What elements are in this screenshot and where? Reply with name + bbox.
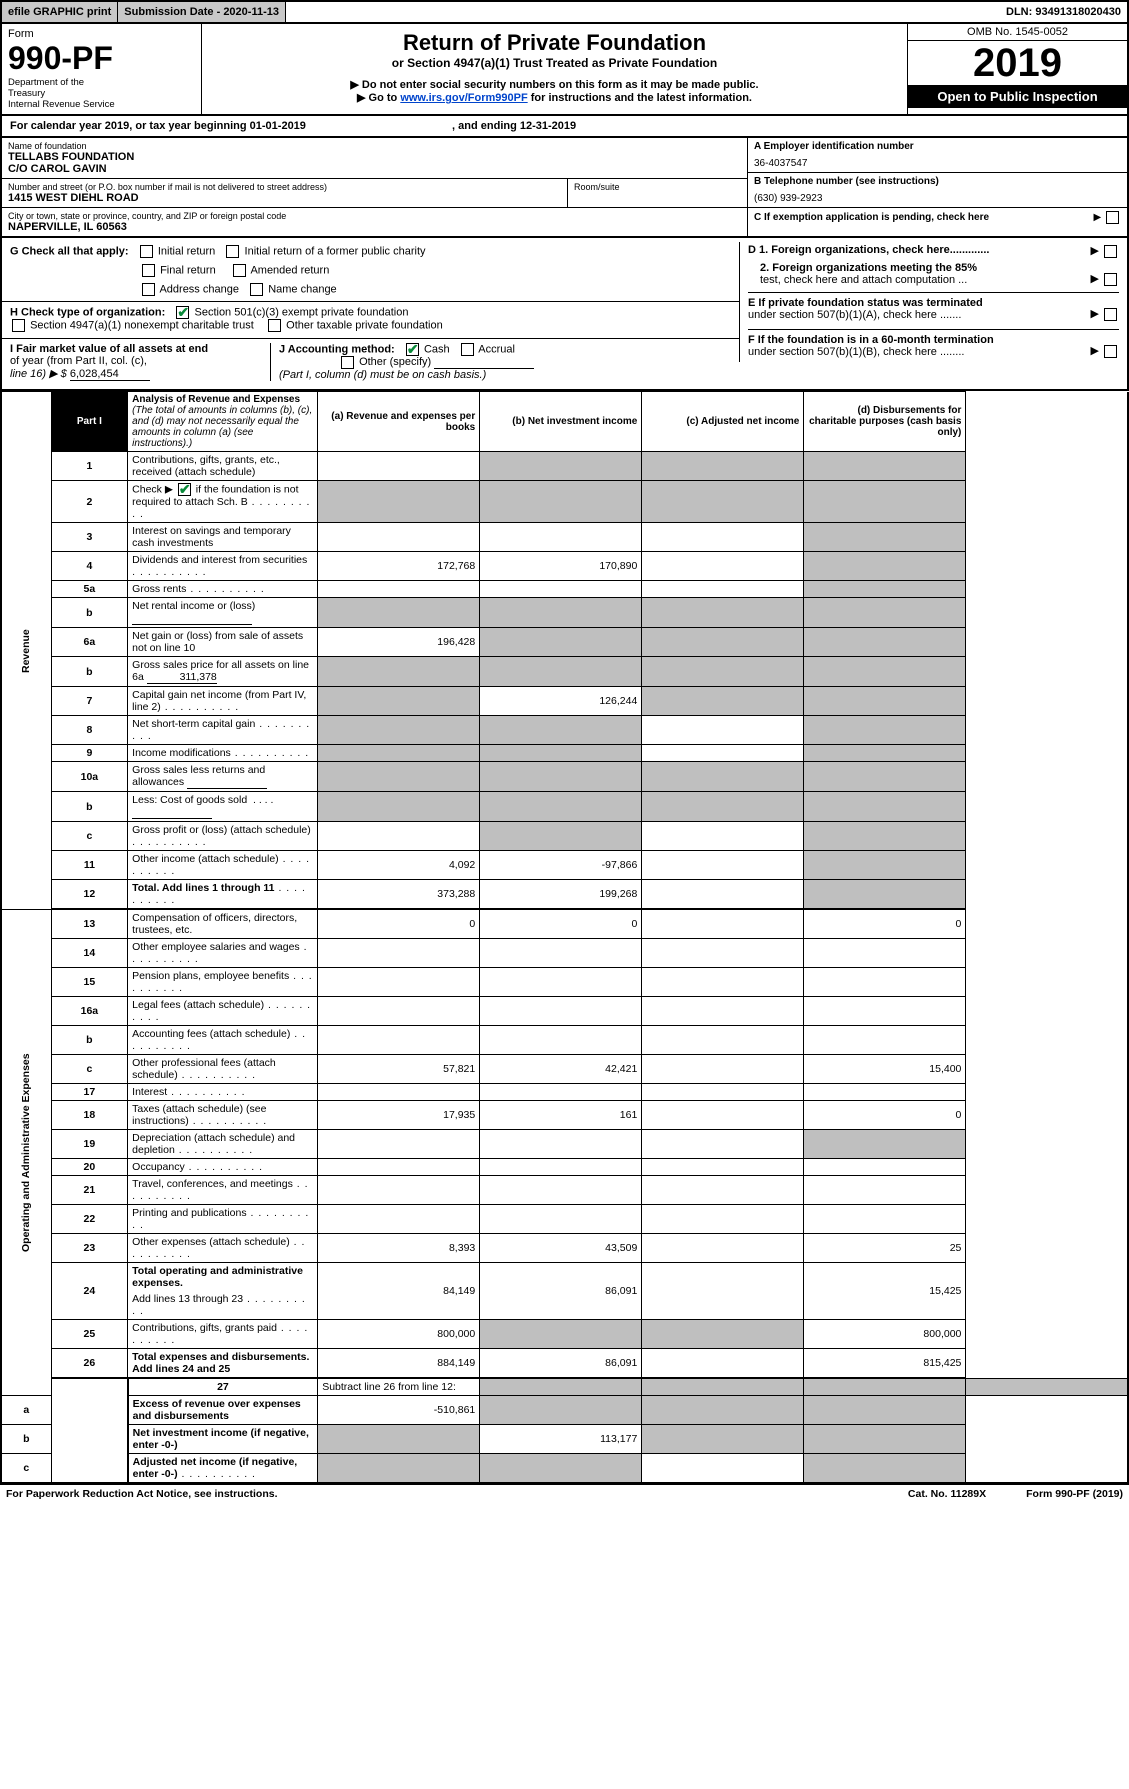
checks-section: G Check all that apply: Initial return I… [0,238,1129,391]
checkbox-cash[interactable] [406,343,419,356]
table-row: cGross profit or (loss) (attach schedule… [1,822,1128,851]
revenue-label: Revenue [1,392,51,910]
checkbox-501c3[interactable] [176,306,189,319]
table-row: 16aLegal fees (attach schedule) [1,997,1128,1026]
checkbox-accrual[interactable] [461,343,474,356]
table-row: 22Printing and publications [1,1205,1128,1234]
checkbox-f[interactable] [1104,345,1117,358]
form-title: Return of Private Foundation [212,30,897,56]
checkbox-d1[interactable] [1104,245,1117,258]
fmv-value: 6,028,454 [70,368,150,381]
part1-badge: Part I [51,392,128,452]
form-subtitle: or Section 4947(a)(1) Trust Treated as P… [212,56,897,70]
g-label: G Check all that apply: [10,245,129,257]
form-title-block: Return of Private Foundation or Section … [202,24,907,114]
table-row: 2Check ▶ if the foundation is not requir… [1,481,1128,523]
year-block: OMB No. 1545-0052 2019 Open to Public In… [907,24,1127,114]
checkbox-d2[interactable] [1104,273,1117,286]
tax-year: 2019 [908,41,1127,85]
checkbox-other-taxable[interactable] [268,319,281,332]
table-row: cOther professional fees (attach schedul… [1,1055,1128,1084]
dept-line-1: Department of the [8,77,195,88]
table-row: 5aGross rents [1,581,1128,598]
checkbox-amended-return[interactable] [233,264,246,277]
note-ssn: ▶ Do not enter social security numbers o… [212,78,897,91]
note-goto: ▶ Go to www.irs.gov/Form990PF for instru… [212,91,897,104]
room-cell: Room/suite [567,179,747,208]
table-row: 9Income modifications [1,745,1128,762]
checkbox-final-return[interactable] [142,264,155,277]
table-row: 1Contributions, gifts, grants, etc., rec… [1,452,1128,481]
fmv-block: I Fair market value of all assets at end… [10,343,270,381]
table-row: 19Depreciation (attach schedule) and dep… [1,1130,1128,1159]
page-footer: For Paperwork Reduction Act Notice, see … [0,1484,1129,1503]
ein-cell: A Employer identification number 36-4037… [748,138,1127,173]
checkbox-initial-return[interactable] [140,245,153,258]
exemption-pending-cell: C If exemption application is pending, c… [748,208,1127,227]
accounting-method-block: J Accounting method: Cash Accrual Other … [270,343,731,381]
table-row: bGross sales price for all assets on lin… [1,657,1128,687]
checkbox-address-change[interactable] [142,283,155,296]
table-row: aExcess of revenue over expenses and dis… [1,1396,1128,1425]
foundation-name-cell: Name of foundation TELLABS FOUNDATION C/… [2,138,747,179]
submission-date: Submission Date - 2020-11-13 [118,2,286,22]
omb-number: OMB No. 1545-0052 [908,24,1127,41]
table-row: bAccounting fees (attach schedule) [1,1026,1128,1055]
table-row: 7Capital gain net income (from Part IV, … [1,687,1128,716]
table-row: bLess: Cost of goods sold . . . . [1,792,1128,822]
form-ref: Form 990-PF (2019) [1026,1488,1123,1500]
table-row: 23Other expenses (attach schedule)8,3934… [1,1234,1128,1263]
form-id-block: Form 990-PF Department of the Treasury I… [2,24,202,114]
form-number: 990-PF [8,40,195,77]
table-row: 26Total expenses and disbursements. Add … [1,1349,1128,1378]
checkbox-other-method[interactable] [341,356,354,369]
table-row: 12Total. Add lines 1 through 11373,28819… [1,880,1128,909]
form-word: Form [8,28,195,40]
checkbox-c[interactable] [1106,211,1119,224]
checkbox-initial-former[interactable] [226,245,239,258]
part1-table: Revenue Part I Analysis of Revenue and E… [0,391,1129,1484]
open-inspection: Open to Public Inspection [908,85,1127,108]
table-row: 14Other employee salaries and wages [1,939,1128,968]
entity-info: Name of foundation TELLABS FOUNDATION C/… [0,138,1129,238]
checkbox-e[interactable] [1104,308,1117,321]
table-row: 11Other income (attach schedule)4,092-97… [1,851,1128,880]
checkbox-sch-b[interactable] [178,483,191,496]
table-row: 24Total operating and administrative exp… [1,1263,1128,1292]
table-row: 25Contributions, gifts, grants paid800,0… [1,1320,1128,1349]
top-bar: efile GRAPHIC print Submission Date - 20… [0,0,1129,24]
table-row: bNet investment income (if negative, ent… [1,1425,1128,1454]
table-row: 18Taxes (attach schedule) (see instructi… [1,1101,1128,1130]
table-row: 21Travel, conferences, and meetings [1,1176,1128,1205]
paperwork-notice: For Paperwork Reduction Act Notice, see … [6,1488,278,1500]
table-row: 20Occupancy [1,1159,1128,1176]
table-row: 15Pension plans, employee benefits [1,968,1128,997]
table-row: 4Dividends and interest from securities1… [1,552,1128,581]
dept-line-2: Treasury [8,88,195,99]
checkbox-4947[interactable] [12,319,25,332]
checkbox-name-change[interactable] [250,283,263,296]
telephone-cell: B Telephone number (see instructions) (6… [748,173,1127,208]
city-cell: City or town, state or province, country… [2,208,747,236]
table-row: cAdjusted net income (if negative, enter… [1,1454,1128,1484]
dept-line-3: Internal Revenue Service [8,99,195,110]
expenses-label: Operating and Administrative Expenses [1,910,51,1396]
h-label: H Check type of organization: [10,306,165,318]
efile-print-button[interactable]: efile GRAPHIC print [2,2,118,22]
table-row: 8Net short-term capital gain [1,716,1128,745]
table-row: bNet rental income or (loss) [1,598,1128,628]
table-row: 6aNet gain or (loss) from sale of assets… [1,628,1128,657]
cat-no: Cat. No. 11289X [908,1488,986,1500]
calendar-year-row: For calendar year 2019, or tax year begi… [0,116,1129,138]
dln: DLN: 93491318020430 [1000,2,1127,22]
address-cell: Number and street (or P.O. box number if… [2,179,567,208]
table-row: 3Interest on savings and temporary cash … [1,523,1128,552]
table-row: 10aGross sales less returns and allowanc… [1,762,1128,792]
table-row: 17Interest [1,1084,1128,1101]
form-header: Form 990-PF Department of the Treasury I… [0,24,1129,116]
irs-link[interactable]: www.irs.gov/Form990PF [400,92,527,104]
